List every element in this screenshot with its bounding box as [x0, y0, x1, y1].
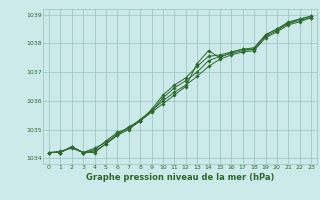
- X-axis label: Graphe pression niveau de la mer (hPa): Graphe pression niveau de la mer (hPa): [86, 173, 274, 182]
